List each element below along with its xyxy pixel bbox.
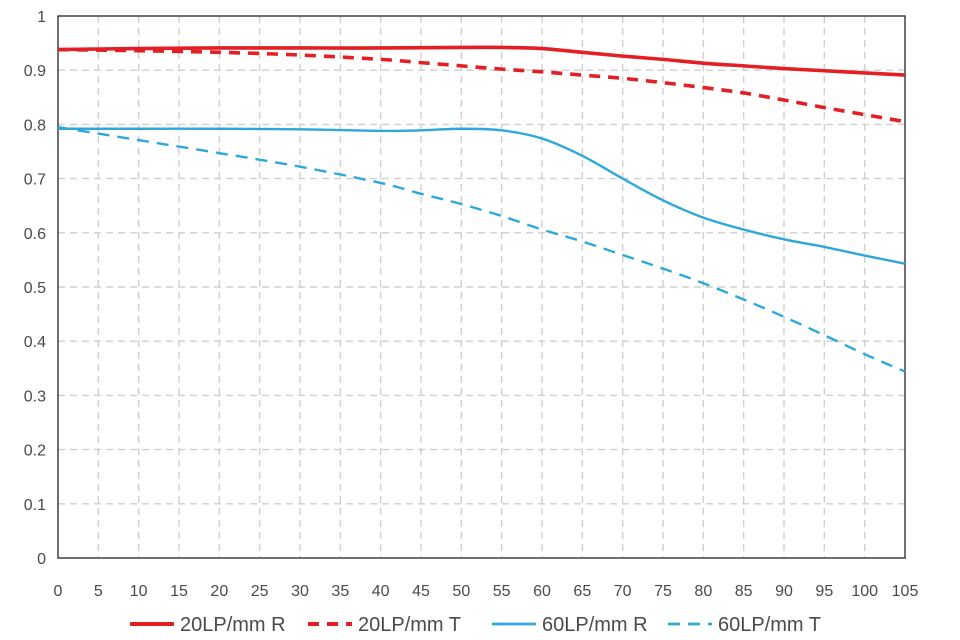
legend: 20LP/mm R 20LP/mm T 60LP/mm R 60LP/mm T [130, 614, 821, 636]
x-tick-label: 25 [251, 583, 269, 600]
legend-label: 20LP/mm T [358, 614, 461, 636]
y-tick-label: 0 [37, 551, 46, 568]
plot-frame [57, 15, 906, 559]
y-tick-label: 0.1 [24, 497, 46, 514]
x-tick-label: 90 [775, 583, 793, 600]
y-tick-label: 0.3 [24, 388, 46, 405]
x-tick-label: 45 [412, 583, 430, 600]
series-line-20lp-mm-r [57, 45, 906, 77]
x-tick-label: 65 [573, 583, 591, 600]
y-tick-label: 0.6 [24, 226, 46, 243]
y-tick-label: 0.5 [24, 280, 46, 297]
y-tick-label: 1 [37, 9, 46, 26]
x-tick-label: 95 [815, 583, 833, 600]
y-tick-label: 0.9 [24, 63, 46, 80]
x-tick-label: 35 [331, 583, 349, 600]
x-tick-label: 15 [170, 583, 188, 600]
x-tick-label: 75 [654, 583, 672, 600]
x-tick-label: 60 [533, 583, 551, 600]
series-line-20lp-mm-t [57, 47, 906, 124]
x-tick-label: 5 [94, 583, 103, 600]
y-tick-label: 0.8 [24, 117, 46, 134]
y-tick-label: 0.7 [24, 172, 46, 189]
series-line-60lp-mm-r [58, 127, 906, 265]
x-tick-label: 85 [735, 583, 753, 600]
grid-layer [58, 16, 905, 558]
x-tick-label: 0 [54, 583, 63, 600]
x-tick-label: 100 [851, 583, 878, 600]
x-tick-label: 40 [372, 583, 390, 600]
y-axis-labels: 0 0.1 0.2 0.3 0.4 0.5 0.6 0.7 0.8 0.9 1 [24, 9, 46, 568]
series-layer [57, 45, 906, 373]
x-tick-label: 105 [892, 583, 919, 600]
x-tick-label: 80 [694, 583, 712, 600]
x-axis-labels: 0 5 10 15 20 25 30 35 40 45 50 55 60 65 70 75 80 85 90 95 10… [54, 583, 919, 600]
x-tick-label: 20 [210, 583, 228, 600]
x-tick-label: 55 [493, 583, 511, 600]
y-tick-label: 0.4 [24, 334, 46, 351]
x-tick-label: 30 [291, 583, 309, 600]
x-tick-label: 10 [130, 583, 148, 600]
x-tick-label: 50 [452, 583, 470, 600]
legend-label: 60LP/mm R [542, 614, 648, 636]
x-tick-label: 70 [614, 583, 632, 600]
legend-label: 60LP/mm T [718, 614, 821, 636]
series-line-60lp-mm-t [57, 125, 906, 373]
y-tick-label: 0.2 [24, 443, 46, 460]
legend-label: 20LP/mm R [180, 614, 286, 636]
